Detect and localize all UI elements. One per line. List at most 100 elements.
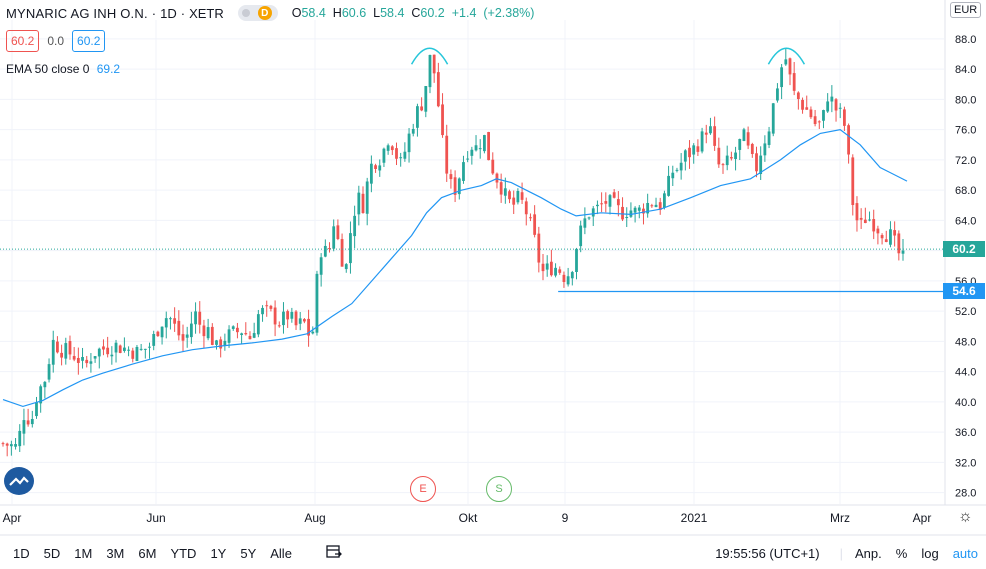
candle xyxy=(110,346,114,365)
timeframe-1d[interactable]: 1D xyxy=(13,545,30,561)
x-tick-label: Apr xyxy=(3,511,22,525)
time-axis[interactable]: Apr Jun Aug Okt 9 2021 Mrz Apr xyxy=(3,511,932,525)
candle-body xyxy=(261,307,264,315)
candle-body xyxy=(160,326,164,338)
candle-body xyxy=(97,348,101,357)
log-toggle[interactable]: log xyxy=(921,545,939,561)
indicator-value: 69.2 xyxy=(96,62,121,76)
candle-body xyxy=(344,264,348,270)
candle xyxy=(876,225,880,245)
candle-body xyxy=(863,219,867,224)
settings-gear-icon[interactable]: ☼ xyxy=(958,508,973,525)
earnings-event-marker[interactable]: E xyxy=(410,476,436,502)
candle-body xyxy=(349,233,352,264)
tradingview-logo-icon[interactable] xyxy=(4,467,34,495)
ask-price[interactable]: 60.2 xyxy=(72,30,106,52)
candle xyxy=(863,207,867,224)
candle xyxy=(470,146,474,165)
candle xyxy=(139,343,143,351)
candle-body xyxy=(671,172,675,179)
candle-body xyxy=(420,106,424,111)
candle-body xyxy=(884,239,888,243)
adjust-button[interactable]: Anp. xyxy=(855,545,882,561)
indicator-legend[interactable]: EMA 50 close 0 69.2 xyxy=(6,62,120,76)
data-status-badge[interactable]: D xyxy=(237,5,278,21)
candle xyxy=(244,322,248,336)
candle-body xyxy=(39,386,43,404)
y-tick-label: 52.0 xyxy=(955,306,976,318)
candlestick-series xyxy=(1,48,905,457)
timeframe-1y[interactable]: 1Y xyxy=(210,545,227,561)
candle xyxy=(135,344,139,362)
split-event-marker[interactable]: S xyxy=(486,476,512,502)
candle-body xyxy=(629,210,633,217)
candle xyxy=(336,219,340,241)
candle-body xyxy=(22,420,26,434)
candle xyxy=(742,127,746,142)
candle-body xyxy=(721,164,725,166)
timeframe-5d[interactable]: 5D xyxy=(43,545,61,561)
timeframe-1m[interactable]: 1M xyxy=(74,545,93,561)
candle xyxy=(608,194,612,215)
candle-body xyxy=(541,263,545,272)
x-tick-label: Okt xyxy=(459,511,478,525)
date-range-icon[interactable] xyxy=(325,544,343,563)
candle xyxy=(416,103,419,137)
candle-body xyxy=(579,225,583,247)
candle xyxy=(855,196,859,232)
candle-body xyxy=(566,276,570,285)
candle-body xyxy=(282,311,285,326)
candle xyxy=(441,93,444,138)
candle-body xyxy=(35,402,38,417)
candle xyxy=(353,205,357,249)
candle xyxy=(822,109,825,129)
candle-body xyxy=(122,347,126,351)
candle xyxy=(717,137,721,168)
candle xyxy=(399,152,403,167)
symbol-legend[interactable]: MYNARIC AG INH O.N. · 1D · XETR D O58.4 … xyxy=(6,5,534,21)
candle-body xyxy=(18,430,22,447)
candle-body xyxy=(194,311,197,325)
y-tick-label: 28.0 xyxy=(955,488,976,500)
delay-badge: D xyxy=(257,6,272,20)
timeframe-ytd[interactable]: YTD xyxy=(170,545,197,561)
candle-body xyxy=(725,155,729,166)
candle xyxy=(357,185,361,226)
candle-body xyxy=(206,327,210,339)
candle xyxy=(395,142,398,166)
candle-body xyxy=(817,121,821,123)
timeframe-5y[interactable]: 5Y xyxy=(240,545,257,561)
percent-toggle[interactable]: % xyxy=(895,545,908,561)
candle-body xyxy=(554,267,557,276)
candle-body xyxy=(591,208,595,217)
candle xyxy=(637,205,641,219)
indicator-label: EMA 50 close 0 xyxy=(6,62,90,76)
bid-price[interactable]: 60.2 xyxy=(6,30,40,52)
candle xyxy=(432,54,436,83)
candle xyxy=(671,165,675,187)
candle xyxy=(302,318,306,324)
auto-scale-toggle[interactable]: auto xyxy=(952,545,978,561)
price-axis[interactable]: 28.032.036.040.044.048.052.056.060.064.0… xyxy=(955,34,976,500)
candle xyxy=(474,135,478,152)
candle xyxy=(206,318,210,341)
candle xyxy=(9,440,13,456)
candle-body xyxy=(294,311,298,326)
candle-body xyxy=(524,201,528,215)
timeframe-6m[interactable]: 6M xyxy=(138,545,157,561)
candle-body xyxy=(545,263,549,270)
candle-body xyxy=(131,350,135,359)
timeframe-3m[interactable]: 3M xyxy=(106,545,125,561)
candle xyxy=(796,91,800,110)
candle-body xyxy=(181,334,185,341)
candle-body xyxy=(445,135,449,174)
candle-body xyxy=(809,109,813,118)
candle xyxy=(750,142,754,158)
clock-display[interactable]: 19:55:56 (UTC+1) xyxy=(715,545,820,561)
timeframe-all[interactable]: Alle xyxy=(270,545,292,561)
currency-label[interactable]: EUR xyxy=(950,2,982,18)
candle xyxy=(880,233,884,245)
candle-body xyxy=(838,107,842,109)
candle-body xyxy=(215,340,218,345)
